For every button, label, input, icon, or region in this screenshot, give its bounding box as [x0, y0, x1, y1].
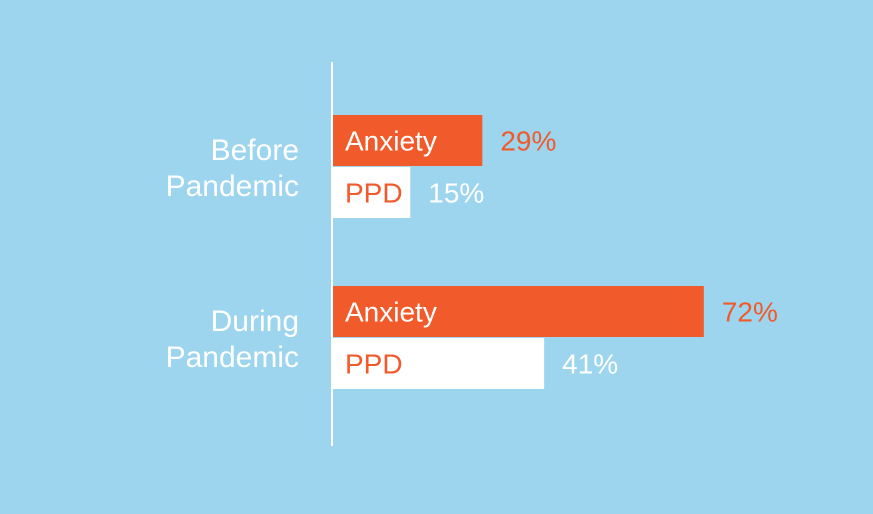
category-label: During Pandemic — [166, 305, 299, 374]
data-label: 15% — [428, 178, 484, 209]
category-label-line: During — [211, 305, 299, 338]
bar-series-label: PPD — [345, 349, 403, 380]
data-label: 72% — [722, 297, 778, 328]
bar-anxiety — [333, 115, 483, 166]
data-label: 29% — [500, 126, 556, 157]
category-label-line: Pandemic — [166, 170, 299, 203]
bar-anxiety — [333, 286, 704, 337]
category-label: Before Pandemic — [166, 134, 299, 203]
category-label-line: Before — [211, 134, 299, 167]
bar-series-label: Anxiety — [345, 126, 437, 157]
bar-series-label: Anxiety — [345, 297, 437, 328]
data-label: 41% — [562, 349, 618, 380]
category-label-line: Pandemic — [166, 341, 299, 374]
bar-series-label: PPD — [345, 178, 403, 209]
bar-ppd — [333, 338, 545, 389]
bar-ppd — [333, 167, 411, 218]
